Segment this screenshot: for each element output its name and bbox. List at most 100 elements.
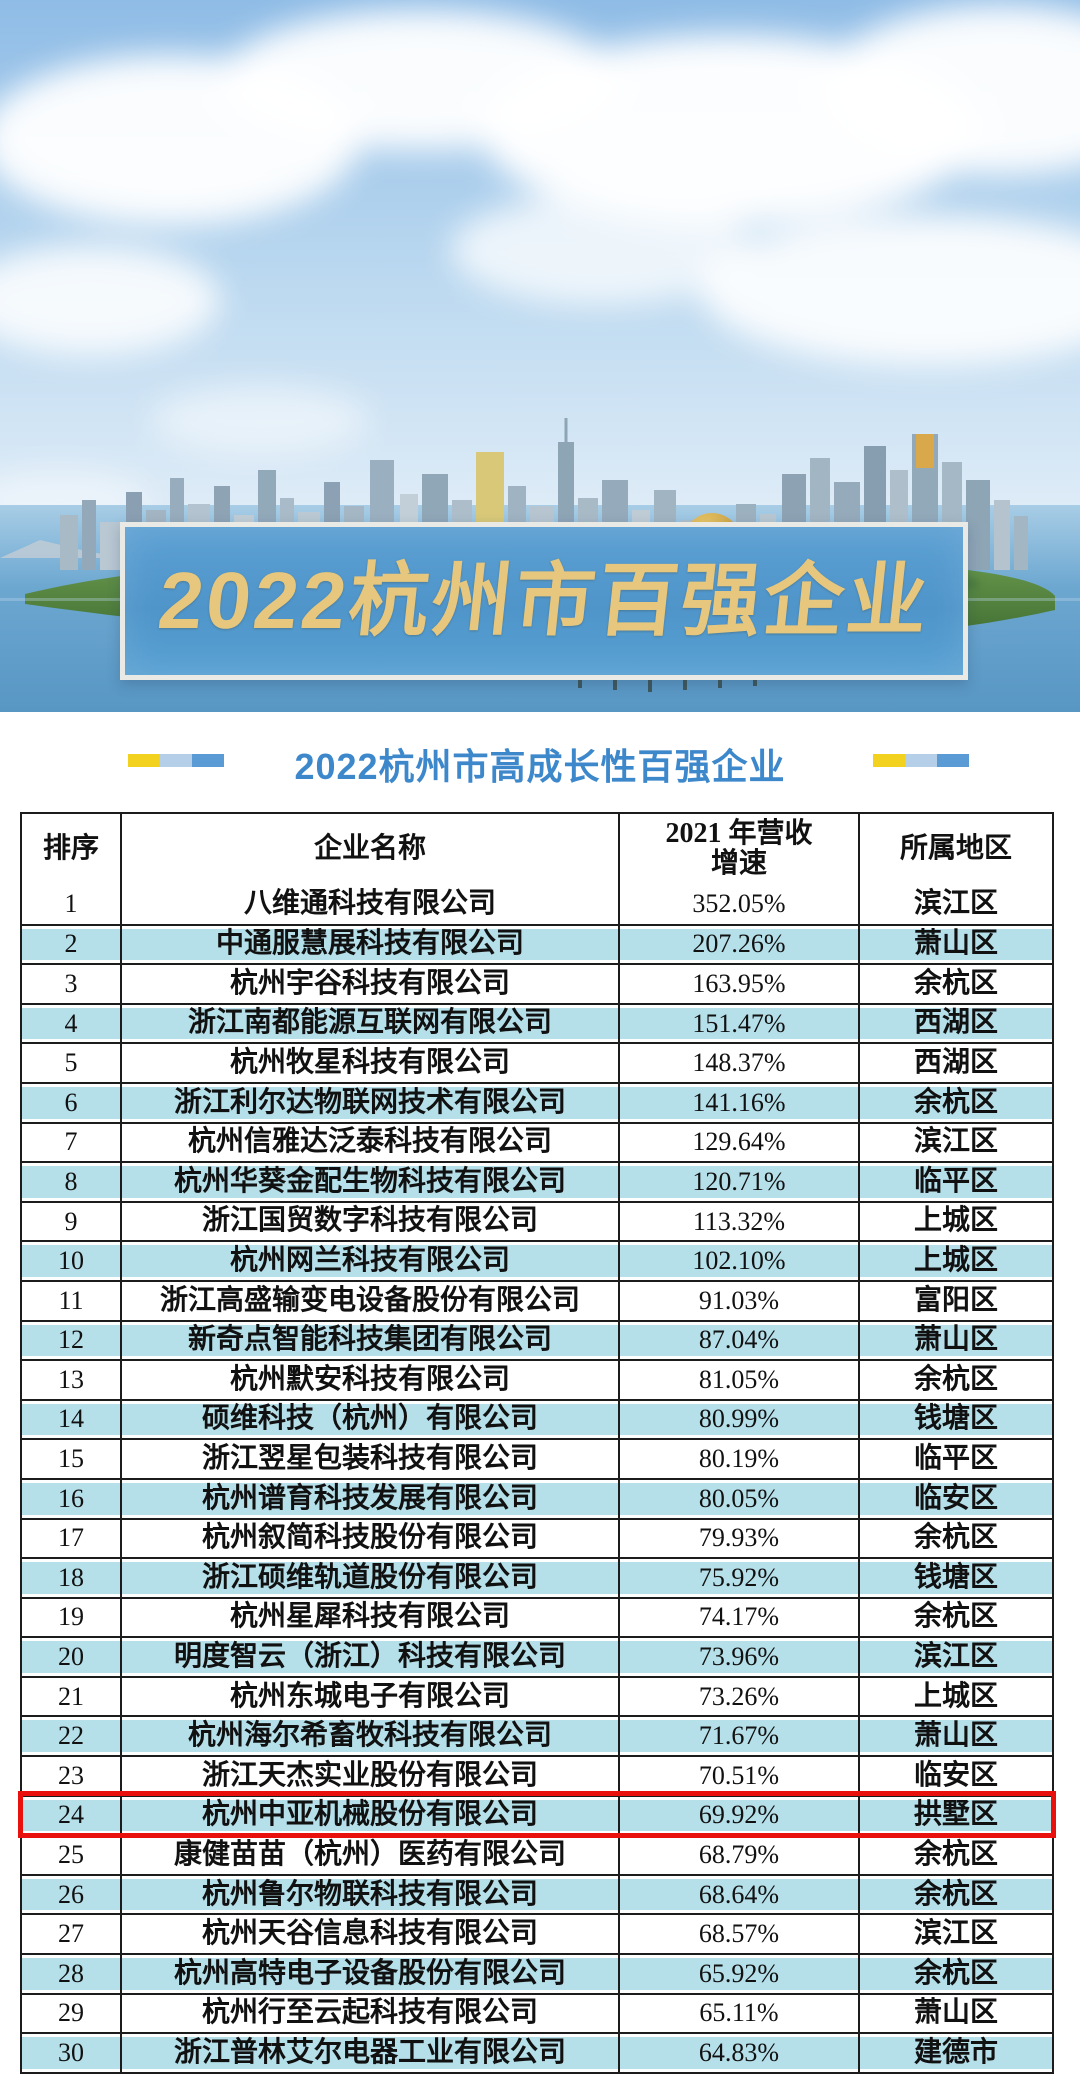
- cell-district: 上城区: [913, 1205, 998, 1237]
- cell-name: 杭州鲁尔物联科技有限公司: [122, 1875, 620, 1914]
- cell-growth: 87.04%: [620, 1321, 860, 1360]
- cell-district: 拱墅区: [913, 1799, 998, 1831]
- cell-name: 杭州行至云起科技有限公司: [122, 1994, 620, 2033]
- table-row: 28 杭州高特电子设备股份有限公司 65.92% 余杭区: [22, 1953, 1052, 1993]
- cell-growth: 73.26%: [620, 1677, 860, 1716]
- subtitle-text: 2022杭州市高成长性百强企业: [294, 746, 786, 787]
- table-row: 1 八维通科技有限公司 352.05% 滨江区: [22, 884, 1052, 924]
- cell-growth: 129.64%: [620, 1123, 860, 1162]
- cell-district: 西湖区: [913, 1047, 998, 1079]
- cell-district: 临平区: [913, 1165, 998, 1197]
- cell-district: 萧山区: [913, 1997, 998, 2029]
- cell-name: 明度智云（浙江）科技有限公司: [122, 1638, 620, 1676]
- cell-name: 八维通科技有限公司: [122, 884, 620, 924]
- cell-district: 余杭区: [913, 1878, 998, 1910]
- table-body: 1 八维通科技有限公司 352.05% 滨江区 2 中通服慧展科技有限公司 20…: [18, 884, 1056, 2072]
- cell-rank: 27: [22, 1915, 122, 1954]
- banner-title: 2022杭州市百强企业: [153, 556, 935, 645]
- cell-name: 杭州星犀科技有限公司: [122, 1598, 620, 1637]
- header-name: 企业名称: [122, 814, 620, 884]
- cell-district: 建德市: [913, 2036, 998, 2068]
- banner: 2022杭州市百强企业: [120, 522, 968, 680]
- cell-district: 余杭区: [913, 1838, 998, 1870]
- cell-district: 滨江区: [913, 1126, 998, 1158]
- cell-rank: 15: [22, 1440, 122, 1478]
- cell-growth: 148.37%: [620, 1044, 860, 1082]
- cell-district: 上城区: [913, 1680, 998, 1712]
- cell-name: 杭州天谷信息科技有限公司: [122, 1915, 620, 1954]
- cell-name: 杭州中亚机械股份有限公司: [122, 1796, 620, 1835]
- table-row: 26 杭州鲁尔物联科技有限公司 68.64% 余杭区: [22, 1873, 1052, 1914]
- cell-district: 钱塘区: [913, 1403, 998, 1435]
- cell-rank: 19: [22, 1598, 122, 1637]
- cell-growth: 64.83%: [620, 2034, 860, 2072]
- cell-growth: 207.26%: [620, 925, 860, 964]
- table-row: 7 杭州信雅达泛泰科技有限公司 129.64% 滨江区: [22, 1121, 1052, 1162]
- cell-rank: 26: [22, 1875, 122, 1914]
- cell-rank: 7: [22, 1123, 122, 1162]
- cell-rank: 16: [22, 1479, 122, 1518]
- cell-district: 余杭区: [913, 1363, 998, 1395]
- cell-name: 新奇点智能科技集团有限公司: [122, 1321, 620, 1360]
- cell-growth: 141.16%: [620, 1083, 860, 1122]
- cell-rank: 3: [22, 965, 122, 1003]
- cell-growth: 73.96%: [620, 1638, 860, 1676]
- cell-name: 杭州网兰科技有限公司: [122, 1242, 620, 1280]
- cell-growth: 102.10%: [620, 1242, 860, 1280]
- cell-district: 萧山区: [913, 1324, 998, 1356]
- table-row: 24 杭州中亚机械股份有限公司 69.92% 拱墅区: [18, 1790, 1056, 1839]
- cell-name: 浙江利尔达物联网技术有限公司: [122, 1083, 620, 1122]
- cell-rank: 23: [22, 1757, 122, 1795]
- cell-name: 浙江国贸数字科技有限公司: [122, 1202, 620, 1241]
- cell-name: 杭州信雅达泛泰科技有限公司: [122, 1123, 620, 1162]
- cell-rank: 20: [22, 1638, 122, 1676]
- cell-district: 富阳区: [913, 1284, 998, 1316]
- cell-rank: 11: [22, 1281, 122, 1320]
- table-row: 6 浙江利尔达物联网技术有限公司 141.16% 余杭区: [22, 1081, 1052, 1122]
- table-row: 25 康健苗苗（杭州）医药有限公司 68.79% 余杭区: [22, 1834, 1052, 1874]
- cell-rank: 18: [22, 1559, 122, 1597]
- dash-yellow: [128, 754, 160, 767]
- cell-rank: 6: [22, 1083, 122, 1122]
- cell-growth: 163.95%: [620, 965, 860, 1003]
- cell-district: 临平区: [913, 1442, 998, 1474]
- subtitle-row: 2022杭州市高成长性百强企业: [0, 736, 1080, 792]
- table-row: 9 浙江国贸数字科技有限公司 113.32% 上城区: [22, 1200, 1052, 1241]
- cell-district: 余杭区: [913, 1601, 998, 1633]
- cell-name: 浙江高盛输变电设备股份有限公司: [122, 1281, 620, 1320]
- dash-blue: [192, 754, 224, 767]
- table-row: 2 中通服慧展科技有限公司 207.26% 萧山区: [22, 923, 1052, 964]
- cell-rank: 25: [22, 1836, 122, 1874]
- table-row: 14 硕维科技（杭州）有限公司 80.99% 钱塘区: [22, 1398, 1052, 1439]
- cell-growth: 74.17%: [620, 1598, 860, 1637]
- cell-rank: 21: [22, 1677, 122, 1716]
- cell-growth: 68.57%: [620, 1915, 860, 1954]
- cell-district: 余杭区: [913, 1522, 998, 1554]
- table-row: 10 杭州网兰科技有限公司 102.10% 上城区: [22, 1240, 1052, 1280]
- cell-rank: 13: [22, 1361, 122, 1399]
- cell-rank: 5: [22, 1044, 122, 1082]
- cell-rank: 24: [22, 1796, 122, 1835]
- header-growth: 2021 年营收 增速: [620, 814, 860, 884]
- cell-rank: 10: [22, 1242, 122, 1280]
- cell-growth: 113.32%: [620, 1202, 860, 1241]
- cell-name: 杭州华葵金配生物科技有限公司: [122, 1163, 620, 1201]
- cell-district: 西湖区: [913, 1007, 998, 1039]
- cell-growth: 71.67%: [620, 1717, 860, 1756]
- table-row: 19 杭州星犀科技有限公司 74.17% 余杭区: [22, 1596, 1052, 1637]
- cell-district: 余杭区: [913, 1957, 998, 1989]
- cell-growth: 80.05%: [620, 1479, 860, 1518]
- cell-growth: 80.19%: [620, 1440, 860, 1478]
- dash-lightblue: [905, 754, 937, 767]
- table-row: 4 浙江南都能源互联网有限公司 151.47% 西湖区: [22, 1002, 1052, 1043]
- cell-name: 浙江翌星包装科技有限公司: [122, 1440, 620, 1478]
- cell-name: 中通服慧展科技有限公司: [122, 925, 620, 964]
- cell-name: 康健苗苗（杭州）医药有限公司: [122, 1836, 620, 1874]
- cell-growth: 352.05%: [620, 884, 860, 924]
- cell-district: 余杭区: [913, 1086, 998, 1118]
- ranking-table: 排序 企业名称 2021 年营收 增速 所属地区 1 八维通科技有限公司 352…: [18, 812, 1056, 2074]
- cell-growth: 69.92%: [620, 1796, 860, 1835]
- cell-rank: 12: [22, 1321, 122, 1360]
- table-row: 29 杭州行至云起科技有限公司 65.11% 萧山区: [22, 1992, 1052, 2033]
- table-row: 18 浙江硕维轨道股份有限公司 75.92% 钱塘区: [22, 1557, 1052, 1597]
